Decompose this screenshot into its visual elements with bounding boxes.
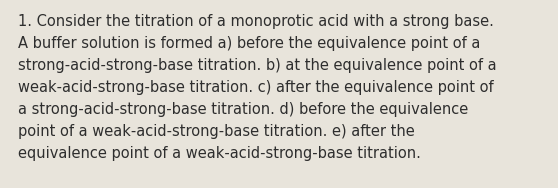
Text: strong-acid-strong-base titration. b) at the equivalence point of a: strong-acid-strong-base titration. b) at… xyxy=(18,58,497,73)
Text: 1. Consider the titration of a monoprotic acid with a strong base.: 1. Consider the titration of a monoproti… xyxy=(18,14,494,29)
Text: equivalence point of a weak-acid-strong-base titration.: equivalence point of a weak-acid-strong-… xyxy=(18,146,421,161)
Text: A buffer solution is formed a) before the equivalence point of a: A buffer solution is formed a) before th… xyxy=(18,36,480,51)
Text: point of a weak-acid-strong-base titration. e) after the: point of a weak-acid-strong-base titrati… xyxy=(18,124,415,139)
Text: a strong-acid-strong-base titration. d) before the equivalence: a strong-acid-strong-base titration. d) … xyxy=(18,102,468,117)
Text: weak-acid-strong-base titration. c) after the equivalence point of: weak-acid-strong-base titration. c) afte… xyxy=(18,80,494,95)
